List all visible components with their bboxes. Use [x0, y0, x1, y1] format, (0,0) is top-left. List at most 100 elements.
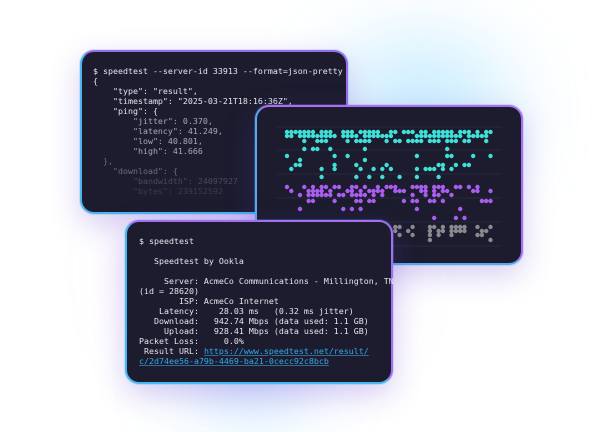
data-dot: [471, 188, 476, 194]
data-dot: [354, 198, 359, 204]
result-url-link[interactable]: https://www.speedtest.net/result/: [203, 346, 369, 356]
data-dot: [436, 138, 441, 144]
data-dot: [328, 146, 333, 152]
data-dot: [328, 129, 333, 135]
data-dot: [410, 129, 415, 135]
data-dot: [449, 129, 454, 135]
data-dot: [349, 184, 355, 190]
packet-loss-line: Packet Loss: 0.0%: [139, 336, 244, 346]
data-dot: [284, 129, 290, 135]
data-dot: [310, 188, 316, 194]
data-dot: [432, 215, 437, 221]
data-dot: [393, 224, 398, 230]
data-dot: [384, 162, 389, 168]
data-dot: [449, 232, 454, 238]
data-dot: [349, 129, 355, 135]
data-dot: [432, 192, 437, 198]
data-dot: [410, 198, 415, 204]
data-dot: [380, 174, 385, 180]
data-dot: [436, 192, 441, 198]
data-dot: [358, 129, 363, 135]
data-dot: [466, 138, 472, 144]
data-dot: [297, 206, 303, 212]
data-dot: [393, 184, 398, 190]
data-dot: [384, 133, 389, 139]
data-dot: [332, 184, 337, 190]
data-dot: [284, 184, 290, 190]
data-dot: [488, 129, 493, 135]
data-dot: [302, 129, 307, 135]
data-dot: [315, 146, 320, 152]
data-dot: [332, 153, 337, 159]
data-dot: [323, 184, 329, 190]
data-dot: [328, 192, 333, 198]
json-line: "ping": {: [93, 106, 158, 116]
data-dot: [345, 129, 350, 135]
data-dot: [440, 224, 446, 230]
data-dot: [362, 184, 368, 190]
data-dot: [410, 224, 415, 230]
server-id-line: (id = 28620): [139, 286, 199, 296]
data-dot: [458, 184, 463, 190]
data-dot: [440, 133, 446, 139]
data-dot: [440, 129, 446, 135]
data-dot: [414, 174, 420, 180]
data-dot: [293, 129, 298, 135]
data-dot: [306, 188, 311, 194]
data-dot: [410, 232, 415, 238]
data-dot: [432, 129, 437, 135]
data-dot: [427, 224, 433, 230]
result-url-label: Result URL:: [139, 346, 204, 356]
data-dot: [332, 198, 337, 204]
data-dot: [445, 153, 450, 159]
data-dot: [393, 138, 398, 144]
data-dot: [354, 162, 359, 168]
data-dot: [319, 133, 324, 139]
data-dot: [427, 166, 433, 172]
data-dot: [358, 188, 363, 194]
data-dot: [371, 129, 376, 135]
server-line: Server: AcmeCo Communications - Millingt…: [139, 276, 394, 286]
data-dot: [319, 188, 324, 194]
data-dot: [319, 174, 324, 180]
result-url-link-cont[interactable]: c/2d74ee56-a79b-4469-ba21-0cecc92c8bcb: [139, 356, 329, 366]
data-dot: [375, 188, 381, 194]
data-dot: [419, 184, 424, 190]
data-dot: [310, 146, 316, 152]
data-dot: [440, 166, 446, 172]
data-dot: [471, 153, 476, 159]
data-dot: [475, 184, 480, 190]
data-dot: [445, 133, 450, 139]
data-dot: [475, 232, 480, 238]
data-dot: [440, 162, 446, 168]
data-dot: [362, 129, 368, 135]
data-dot: [358, 192, 363, 198]
data-dot: [445, 138, 450, 144]
data-dot: [310, 133, 316, 139]
data-dot: [423, 192, 428, 198]
data-dot: [406, 228, 411, 234]
data-dot: [323, 133, 329, 139]
data-dot: [367, 138, 372, 144]
data-dot: [302, 138, 307, 144]
data-dot: [380, 166, 385, 172]
data-dot: [349, 206, 355, 212]
data-dot: [380, 133, 385, 139]
data-dot: [410, 192, 415, 198]
data-dot: [297, 162, 303, 168]
json-line: "type": "result",: [93, 86, 198, 96]
data-dot: [323, 129, 329, 135]
data-dot: [401, 129, 407, 135]
data-dot: [362, 146, 368, 152]
data-dot: [306, 198, 311, 204]
data-dot: [336, 184, 342, 190]
data-dot: [349, 192, 355, 198]
data-dot: [362, 192, 368, 198]
json-line: "low": 40.801,: [93, 136, 203, 146]
data-dot: [362, 138, 368, 144]
data-dot: [388, 133, 394, 139]
data-dot: [362, 133, 368, 139]
data-dot: [432, 133, 437, 139]
data-dot: [323, 138, 329, 144]
data-dot: [436, 174, 441, 180]
